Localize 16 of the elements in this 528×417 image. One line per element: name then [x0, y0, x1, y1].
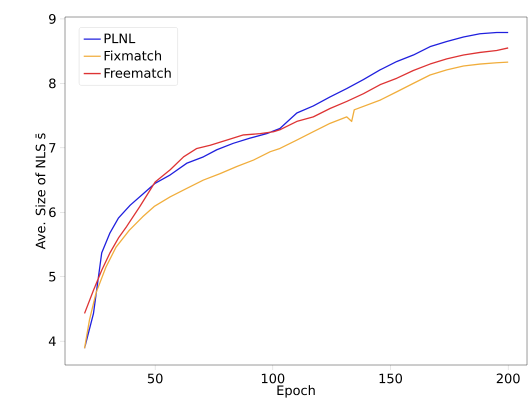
legend-label: Fixmatch — [104, 50, 162, 61]
y-tick-label: 6 — [49, 207, 56, 218]
x-tick-label: 200 — [496, 374, 520, 384]
x-tick-label: 150 — [380, 374, 402, 384]
line-series — [84, 47, 509, 314]
y-tick-label: 9 — [49, 14, 56, 24]
legend-label: Freematch — [104, 68, 171, 78]
y-axis-title: Ave. Size of NLS s̄ — [35, 133, 46, 250]
x-axis-title: Epoch — [277, 385, 315, 398]
y-tick-label: 8 — [49, 78, 56, 88]
x-tick-label: 100 — [262, 374, 284, 384]
y-tick-label: 7 — [49, 143, 56, 153]
y-tick-label: 4 — [48, 336, 56, 346]
legend-label: PLNL — [104, 34, 136, 44]
x-tick-label: 50 — [148, 374, 163, 384]
y-tick-label: 5 — [49, 272, 56, 282]
